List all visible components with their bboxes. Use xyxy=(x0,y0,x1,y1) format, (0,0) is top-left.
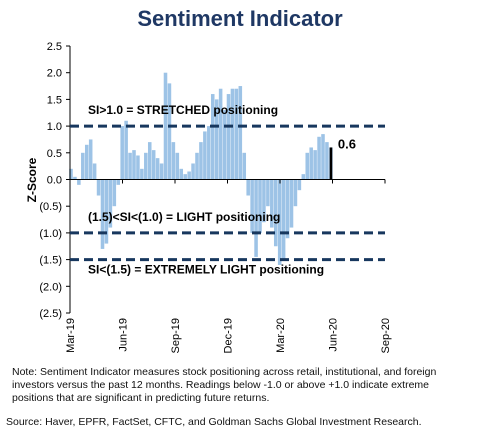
data-bar xyxy=(175,152,180,180)
reference-line-label: SI>1.0 = STRETCHED positioning xyxy=(88,103,278,117)
reference-line-label: (1.5)<SI<(1.0) = LIGHT positioning xyxy=(88,210,280,224)
data-bar xyxy=(309,147,313,180)
data-bar xyxy=(277,179,282,265)
data-bar xyxy=(281,179,286,260)
data-bar xyxy=(242,152,247,180)
data-bar xyxy=(191,163,195,180)
y-tick-label: (2.5) xyxy=(39,308,62,320)
data-bar xyxy=(147,142,152,180)
data-bar xyxy=(100,179,105,249)
data-bar xyxy=(159,163,164,180)
reference-lines-group: SI>1.0 = STRETCHED positioning (1.5)<SI<(… xyxy=(70,103,385,277)
data-bar xyxy=(81,152,85,180)
data-bar xyxy=(140,168,144,180)
x-tick-label: Jun-20 xyxy=(328,318,340,352)
data-bar xyxy=(171,142,176,180)
data-bar xyxy=(144,152,148,180)
data-bar xyxy=(163,72,168,180)
data-bar xyxy=(305,152,310,180)
data-bar xyxy=(250,179,254,233)
latest-value-bar xyxy=(329,147,333,180)
data-bar xyxy=(258,179,262,233)
data-bar xyxy=(301,174,306,180)
data-bar xyxy=(234,88,239,180)
y-tick-label: (1.0) xyxy=(39,228,62,240)
x-tick-label: Mar-20 xyxy=(275,318,287,353)
data-bar xyxy=(96,179,101,196)
data-bar xyxy=(136,155,140,180)
highlight-group: 0.6 xyxy=(329,136,356,180)
data-bar xyxy=(124,120,128,180)
data-bar xyxy=(73,176,77,180)
reference-line-label: SI<(1.5) = EXTREMELY LIGHT positioning xyxy=(88,263,324,277)
data-bar xyxy=(266,179,270,207)
y-tick-label: 0.5 xyxy=(47,148,62,160)
y-tick-label: 2.0 xyxy=(47,68,62,80)
latest-value-label: 0.6 xyxy=(338,136,356,151)
data-bar xyxy=(167,83,172,180)
data-bar xyxy=(254,179,258,257)
data-bar xyxy=(84,144,89,180)
data-bar xyxy=(246,179,250,196)
bars-group xyxy=(69,72,333,265)
data-bar xyxy=(289,179,294,228)
x-tick-label: Sep-20 xyxy=(380,318,392,353)
data-bar xyxy=(210,94,215,180)
data-bar xyxy=(108,179,113,228)
data-bar xyxy=(199,142,203,180)
data-bar xyxy=(88,139,93,180)
data-bar xyxy=(270,179,274,228)
data-bar xyxy=(112,179,117,207)
y-tick-label: (2.0) xyxy=(39,281,62,293)
data-bar xyxy=(313,150,317,180)
data-bar xyxy=(230,88,235,180)
data-bar xyxy=(238,86,243,180)
data-bar xyxy=(214,99,219,180)
x-tick-label: Jun-19 xyxy=(118,318,130,352)
data-bar xyxy=(128,152,132,180)
y-tick-label: 2.5 xyxy=(47,41,62,53)
chart-title: Sentiment Indicator xyxy=(137,6,343,31)
data-bar xyxy=(187,171,191,180)
y-axis-label: Z-Score xyxy=(25,157,39,202)
data-bar xyxy=(151,150,156,180)
y-tick-label: 1.5 xyxy=(47,94,62,106)
data-bar xyxy=(203,131,207,180)
data-bar xyxy=(293,179,298,207)
data-bar xyxy=(297,179,302,191)
data-bar xyxy=(226,94,231,180)
data-bar xyxy=(155,158,160,180)
data-bar xyxy=(325,142,329,180)
data-bar xyxy=(120,126,124,180)
data-bar xyxy=(195,152,199,180)
chart-note: Note: Sentiment Indicator measures stock… xyxy=(12,366,437,404)
chart-source: Source: Haver, EPFR, FactSet, CFTC, and … xyxy=(6,416,422,428)
data-bar xyxy=(92,163,97,180)
data-bar xyxy=(262,179,266,223)
y-tick-label: (0.5) xyxy=(39,201,62,213)
data-bar xyxy=(273,179,278,247)
data-bar xyxy=(218,88,223,180)
data-bar xyxy=(132,150,136,180)
data-bar xyxy=(77,179,81,185)
data-bar xyxy=(207,126,211,180)
x-tick-label: Mar-19 xyxy=(65,318,77,353)
axes-group: 2.5 2.0 1.5 1.0 0.5 0.0 (0.5) (1.0) (1.5) (2.0) (2… xyxy=(39,41,392,353)
data-bar xyxy=(285,179,290,239)
y-tick-label: (1.5) xyxy=(39,255,62,267)
data-bar xyxy=(104,179,109,244)
x-tick-label: Sep-19 xyxy=(170,318,182,353)
data-bar xyxy=(69,168,73,180)
data-bar xyxy=(317,136,321,180)
x-tick-label: Dec-19 xyxy=(223,318,235,353)
data-bar xyxy=(321,134,325,180)
data-bar xyxy=(179,168,184,180)
data-bar xyxy=(116,179,121,185)
data-bar xyxy=(183,174,187,180)
data-bar xyxy=(222,110,227,180)
y-tick-label: 1.0 xyxy=(47,121,62,133)
y-tick-label: 0.0 xyxy=(47,175,62,187)
